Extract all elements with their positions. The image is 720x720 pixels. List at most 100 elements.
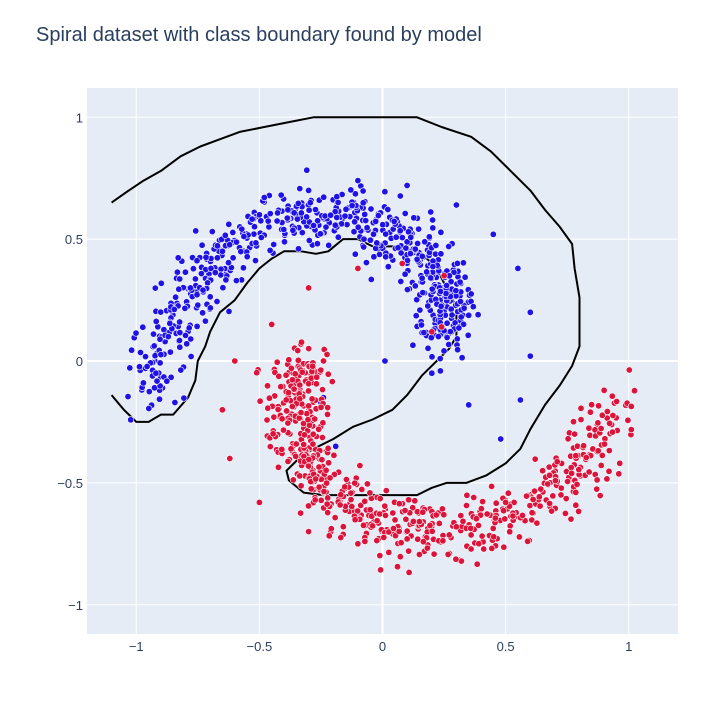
blue-data-point (443, 319, 451, 327)
blue-data-point (350, 228, 358, 236)
blue-data-point (436, 287, 444, 295)
blue-data-point (283, 214, 291, 222)
blue-data-point (199, 286, 207, 294)
red-data-point (292, 440, 300, 448)
blue-data-point (266, 210, 274, 218)
red-data-point (537, 485, 545, 493)
blue-data-point (187, 335, 195, 343)
blue-data-point (187, 352, 195, 360)
blue-data-point (252, 239, 260, 247)
red-data-point (588, 401, 596, 409)
blue-data-point (181, 304, 189, 312)
blue-data-point (331, 208, 339, 216)
blue-data-point (379, 221, 387, 229)
blue-data-point (193, 291, 201, 299)
red-data-point (467, 524, 475, 532)
blue-data-point (418, 274, 426, 282)
blue-data-point (526, 352, 534, 360)
blue-data-point (250, 230, 258, 238)
red-data-point (522, 492, 530, 500)
x-tick-label: 0 (379, 639, 386, 654)
red-data-point (600, 440, 608, 448)
red-data-point (528, 516, 536, 524)
blue-data-point (460, 320, 468, 328)
red-data-point (483, 510, 491, 518)
red-data-point (284, 457, 292, 465)
blue-data-point (452, 287, 460, 295)
red-data-point (502, 498, 510, 506)
blue-data-point (392, 233, 400, 241)
red-data-point (348, 502, 356, 510)
blue-data-point (402, 244, 410, 252)
blue-data-point (369, 230, 377, 238)
red-data-point (597, 424, 605, 432)
red-data-point (385, 548, 393, 556)
red-data-point (428, 328, 436, 336)
blue-data-point (465, 311, 473, 319)
blue-data-point (225, 220, 233, 228)
red-data-point (312, 475, 320, 483)
blue-data-point (239, 264, 247, 272)
blue-data-point (362, 259, 370, 267)
red-data-point (575, 466, 583, 474)
red-data-point (341, 483, 349, 491)
blue-data-point (171, 398, 179, 406)
blue-data-point (136, 363, 144, 371)
blue-data-point (351, 250, 359, 258)
red-data-point (403, 527, 411, 535)
blue-data-point (448, 311, 456, 319)
red-data-point (596, 492, 604, 500)
blue-data-point (305, 237, 313, 245)
blue-data-point (360, 243, 368, 251)
red-data-point (440, 272, 448, 280)
red-data-point (389, 509, 397, 517)
red-data-point (528, 509, 536, 517)
red-data-point (366, 506, 374, 514)
blue-data-point (305, 186, 313, 194)
blue-data-point (384, 263, 392, 271)
red-data-point (597, 461, 605, 469)
red-data-point (609, 411, 617, 419)
blue-data-point (382, 253, 390, 261)
red-data-point (624, 416, 632, 424)
red-data-point (347, 489, 355, 497)
blue-data-point (334, 233, 342, 241)
red-data-point (256, 397, 264, 405)
red-data-point (605, 467, 613, 475)
red-data-point (363, 480, 371, 488)
red-data-point (472, 515, 480, 523)
red-data-point (605, 447, 613, 455)
blue-data-point (185, 324, 193, 332)
red-data-point (307, 485, 315, 493)
blue-data-point (206, 304, 214, 312)
blue-data-point (306, 199, 314, 207)
blue-data-point (445, 243, 453, 251)
red-data-point (571, 430, 579, 438)
blue-data-point (322, 223, 330, 231)
red-data-point (438, 505, 446, 513)
red-data-point (327, 525, 335, 533)
blue-data-point (469, 303, 477, 311)
red-data-point (322, 466, 330, 474)
red-data-point (304, 387, 312, 395)
blue-data-point (183, 340, 191, 348)
red-data-point (608, 428, 616, 436)
red-data-point (613, 397, 621, 405)
red-data-point (500, 543, 508, 551)
blue-data-point (416, 306, 424, 314)
blue-data-point (434, 333, 442, 341)
blue-data-point (311, 206, 319, 214)
red-data-point (361, 497, 369, 505)
red-data-point (274, 405, 282, 413)
red-data-point (268, 320, 276, 328)
red-data-point (354, 264, 362, 272)
red-data-point (218, 406, 226, 414)
blue-data-point (342, 205, 350, 213)
blue-data-point (260, 194, 268, 202)
blue-data-point (373, 239, 381, 247)
red-data-point (518, 511, 526, 519)
blue-data-point (456, 297, 464, 305)
blue-data-point (182, 331, 190, 339)
red-data-point (582, 453, 590, 461)
